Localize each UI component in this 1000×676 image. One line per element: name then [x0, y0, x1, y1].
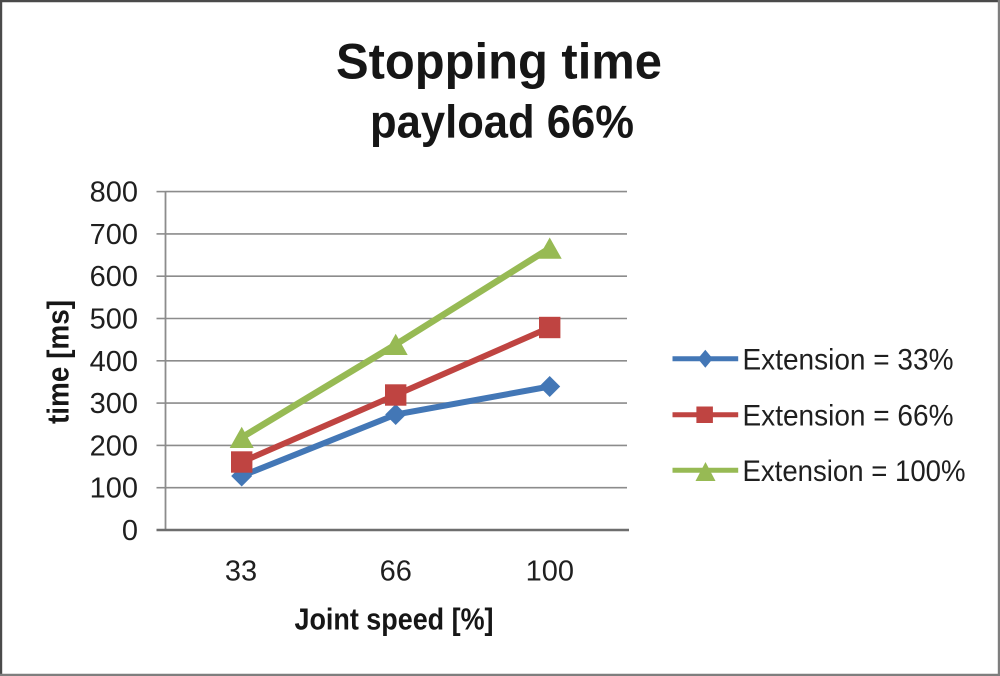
svg-text:Extension = 66%: Extension = 66% [743, 399, 954, 432]
svg-text:Joint speed [%]: Joint speed [%] [295, 601, 494, 636]
svg-text:Stopping time: Stopping time [336, 34, 662, 90]
svg-text:200: 200 [90, 430, 138, 462]
svg-text:66: 66 [380, 556, 412, 588]
svg-text:800: 800 [90, 177, 138, 209]
svg-text:400: 400 [90, 346, 138, 378]
svg-text:600: 600 [90, 261, 138, 293]
svg-text:0: 0 [122, 515, 138, 547]
svg-text:payload 66%: payload 66% [370, 96, 634, 148]
svg-text:Extension = 33%: Extension = 33% [743, 343, 954, 376]
svg-text:time [ms]: time [ms] [41, 300, 76, 424]
svg-text:100: 100 [526, 556, 574, 588]
svg-text:Extension = 100%: Extension = 100% [743, 455, 966, 488]
svg-text:500: 500 [90, 304, 138, 336]
svg-text:700: 700 [90, 219, 138, 251]
svg-text:33: 33 [225, 556, 257, 588]
svg-text:300: 300 [90, 388, 138, 420]
svg-text:100: 100 [90, 473, 138, 505]
